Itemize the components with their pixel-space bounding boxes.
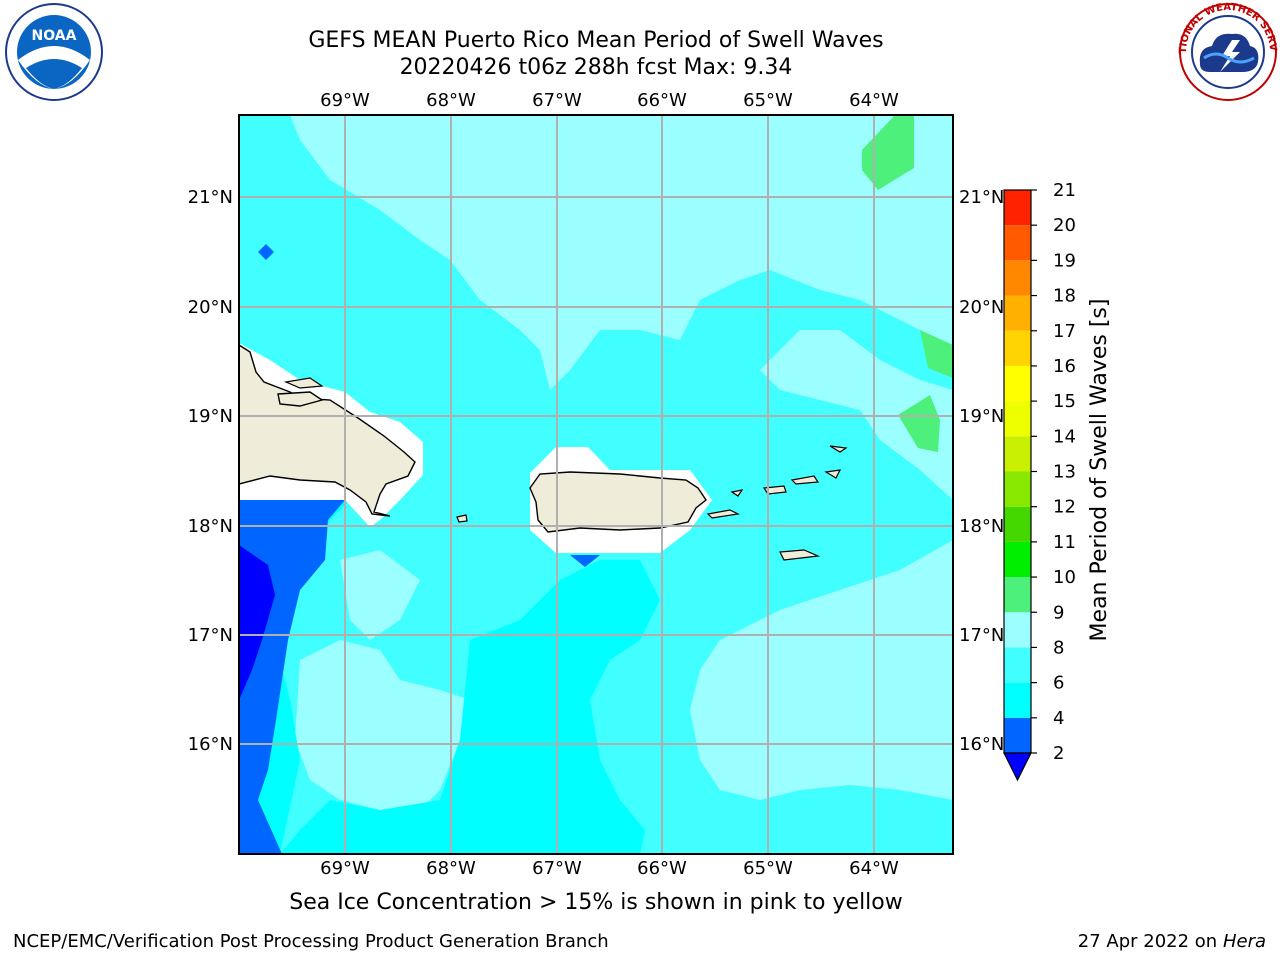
colorbar-tick-label: 8 [1053,637,1064,658]
map-frame [238,114,954,855]
lat-label-left: 19°N [188,406,233,427]
colorbar: 2 4 6 8 9 10 11 12 13 14 15 16 17 18 19 20 21 [1003,180,1076,782]
lon-label-top: 69°W [320,90,370,111]
contour-4-6-south [280,560,660,854]
lat-label-right: 16°N [959,734,1004,755]
footer-branch: NCEP/EMC/Verification Post Processing Pr… [13,931,609,952]
lat-label-right: 17°N [959,625,1004,646]
lon-label-top: 66°W [637,90,687,111]
lon-label-top: 65°W [743,90,793,111]
lat-label-left: 20°N [188,297,233,318]
chart-subtitle: 20220426 t06z 288h fcst Max: 9.34 [399,55,793,80]
colorbar-segment [1004,717,1031,753]
footer-host: Hera [1222,931,1266,952]
lat-label-right: 21°N [959,187,1004,208]
colorbar-segment [1004,682,1031,718]
sea-ice-caption: Sea Ice Concentration > 15% is shown in … [289,890,903,915]
lat-label-left: 16°N [188,734,233,755]
footer-date-text: 27 Apr 2022 on [1077,931,1218,952]
contour-below-2 [239,545,275,700]
contour-2-4-pr [570,555,600,567]
lat-label-right: 19°N [959,406,1004,427]
colorbar-segment [1004,401,1031,437]
lat-label-left: 17°N [188,625,233,646]
lon-label-bottom: 67°W [532,858,582,879]
contour-2-4-spot [258,244,274,260]
colorbar-tick-label: 19 [1053,250,1076,271]
lon-label-top: 67°W [532,90,582,111]
lat-label-right: 20°N [959,297,1004,318]
lon-label-top: 64°W [849,90,899,111]
colorbar-tick-label: 6 [1053,673,1064,694]
colorbar-tick-label: 12 [1053,497,1076,518]
colorbar-segment [1004,541,1031,578]
colorbar-segment [1004,506,1031,542]
lon-label-bottom: 66°W [637,858,687,879]
tortuga-island [283,377,324,389]
colorbar-tick-label: 13 [1053,462,1076,483]
colorbar-segment [1004,365,1031,402]
lon-label-top: 68°W [426,90,476,111]
lat-label-left: 18°N [188,516,233,537]
vieques-island [706,509,740,519]
culebra-island [730,489,744,497]
nws-logo: NATIONAL WEATHER SERVICE [1176,2,1278,101]
colorbar-tick-label: 2 [1053,743,1064,764]
colorbar-segment [1004,577,1031,613]
virgin-islands [762,445,848,495]
colorbar-tick-label: 15 [1053,391,1076,412]
colorbar-segment [1004,190,1031,226]
contour-8-9-south [295,640,470,810]
lat-label-right: 18°N [959,516,1004,537]
lon-label-bottom: 69°W [320,858,370,879]
colorbar-segment [1004,295,1031,331]
hispaniola-land [239,344,416,517]
contour-8-9-north [290,115,953,390]
cuba-tip [277,391,324,407]
contour-9-10-east2 [898,395,940,452]
graticule [239,115,953,854]
contour-8-9-west [340,550,420,640]
noaa-logo-text: NOAA [32,28,77,44]
colorbar-tick-label: 4 [1053,708,1064,729]
contour-8-9-northeast [760,330,953,500]
colorbar-tick-label: 14 [1053,426,1076,447]
colorbar-tick-label: 16 [1053,356,1076,377]
lon-label-bottom: 65°W [743,858,793,879]
colorbar-segment [1004,225,1031,261]
colorbar-tick-label: 20 [1053,215,1076,236]
colorbar-segment [1004,647,1031,683]
contour-9-10-east [920,330,953,378]
mona-island [456,514,468,523]
colorbar-under-arrow [1003,752,1032,782]
colorbar-segment [1004,260,1031,296]
colorbar-tick-label: 10 [1053,567,1076,588]
colorbar-label: Mean Period of Swell Waves [s] [1087,299,1112,642]
lat-label-left: 21°N [188,187,233,208]
colorbar-segment [1004,330,1031,366]
st-croix-island [779,549,821,561]
colorbar-segment [1004,436,1031,472]
contour-8-9-southeast [690,540,953,800]
colorbar-tick-label: 18 [1053,286,1076,307]
footer-date: 27 Apr 2022 on Hera [1078,931,1266,952]
lon-label-bottom: 68°W [426,858,476,879]
colorbar-segment [1004,471,1031,507]
chart-title: GEFS MEAN Puerto Rico Mean Period of Swe… [308,28,884,53]
colorbar-segment [1004,612,1031,648]
graticule-labels: 69°W 69°W 68°W 68°W 67°W 67°W 66°W 66°W 65°W 65°W… [188,90,1005,879]
colorbar-tick-label: 11 [1053,532,1076,553]
noaa-logo: NOAA [5,3,103,101]
colorbar-tick-label: 9 [1053,602,1064,623]
colorbar-tick-label: 17 [1053,321,1076,342]
colorbar-tick-label: 21 [1053,180,1076,201]
lon-label-bottom: 64°W [849,858,899,879]
